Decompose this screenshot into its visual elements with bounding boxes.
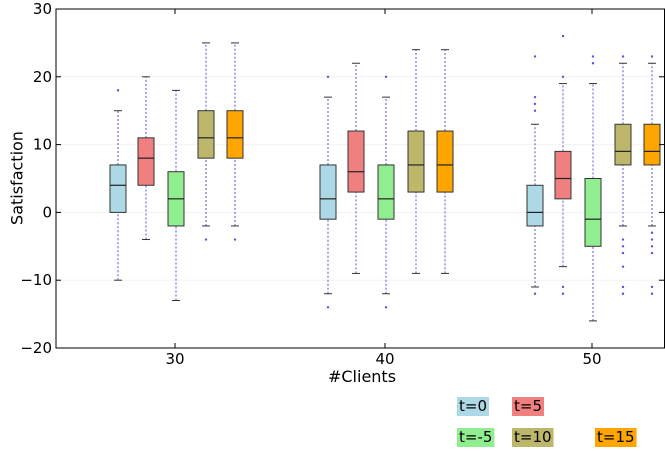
outlier-point xyxy=(533,95,537,99)
outlier-point xyxy=(561,34,565,38)
outlier-point xyxy=(561,292,565,295)
box-t=-5-30 xyxy=(167,89,185,302)
y-tick-label: 0 xyxy=(42,203,52,221)
box-body xyxy=(197,110,215,159)
outlier-point xyxy=(591,55,595,58)
y-tick-label: 20 xyxy=(33,68,52,86)
box-t=5-30 xyxy=(137,76,155,241)
legend-label: t=5 xyxy=(514,397,542,415)
outlier-point xyxy=(116,89,120,92)
legend-label: t=0 xyxy=(459,397,487,415)
outlier-point xyxy=(561,75,565,79)
box-body xyxy=(226,110,244,159)
box-t=15-30 xyxy=(226,42,244,241)
outlier-point xyxy=(621,55,625,58)
legend-item-t=15: t=15 xyxy=(595,428,637,447)
outlier-point xyxy=(204,238,208,241)
outlier-point xyxy=(650,245,654,248)
outlier-point xyxy=(533,55,537,58)
legend-item-t=5: t=5 xyxy=(512,397,544,416)
x-tick-label: 50 xyxy=(582,350,601,368)
box-body xyxy=(554,150,572,200)
outlier-point xyxy=(384,75,388,79)
legend-swatch xyxy=(457,428,495,447)
outlier-point xyxy=(650,55,654,58)
box-t=15-40 xyxy=(436,49,454,274)
box-t=-5-40 xyxy=(377,75,395,309)
box-t=10-50 xyxy=(614,55,632,295)
outlier-point xyxy=(621,245,625,248)
outlier-point xyxy=(233,238,237,241)
legend-swatch xyxy=(512,428,554,447)
box-body xyxy=(319,164,337,220)
box-t=15-50 xyxy=(643,55,661,295)
box-body xyxy=(137,137,155,186)
box-t=0-40 xyxy=(319,75,337,309)
outlier-point xyxy=(621,265,625,268)
legend-label: t=15 xyxy=(597,428,635,446)
y-tick-label: −20 xyxy=(20,339,52,357)
outlier-point xyxy=(533,109,537,112)
outlier-point xyxy=(591,62,595,65)
box-t=10-40 xyxy=(407,49,425,274)
outlier-point xyxy=(533,102,537,106)
box-body xyxy=(347,130,365,193)
legend-swatch xyxy=(595,428,637,447)
box-body xyxy=(407,130,425,193)
y-tick-label: 10 xyxy=(33,136,52,154)
outlier-point xyxy=(650,238,654,241)
y-tick-label: −10 xyxy=(20,271,52,289)
outlier-point xyxy=(650,285,654,289)
box-t=5-50 xyxy=(554,34,572,295)
plot-area xyxy=(56,34,665,322)
box-body xyxy=(526,184,544,227)
box-t=0-30 xyxy=(109,89,127,281)
axes: −20 −10 0 10 20 30 30 40 50 xyxy=(20,0,665,368)
y-axis-title: Satisfaction xyxy=(8,131,27,225)
legend-swatch xyxy=(512,397,544,416)
x-tick-label: 30 xyxy=(165,350,184,368)
outlier-point xyxy=(326,75,330,79)
legend-item-t=-5: t=-5 xyxy=(457,428,495,447)
box-body xyxy=(643,123,661,166)
box-t=10-30 xyxy=(197,42,215,241)
box-body xyxy=(436,130,454,193)
outlier-point xyxy=(650,251,654,255)
legend: t=0 t=5 t=-5 t=10 t=15 xyxy=(457,397,637,447)
outlier-point xyxy=(533,292,537,295)
outlier-point xyxy=(621,285,625,289)
outlier-point xyxy=(621,292,625,295)
box-t=-5-50 xyxy=(584,55,602,322)
box-t=5-40 xyxy=(347,62,365,274)
outlier-point xyxy=(621,238,625,241)
legend-label: t=-5 xyxy=(459,428,492,446)
outlier-point xyxy=(561,285,565,289)
outlier-point xyxy=(650,292,654,295)
x-axis-title: #Clients xyxy=(328,367,396,386)
legend-item-t=10: t=10 xyxy=(512,428,554,447)
x-tick-label: 40 xyxy=(375,350,394,368)
legend-label: t=10 xyxy=(514,428,552,446)
box-t=0-50 xyxy=(526,55,544,295)
box-body xyxy=(109,164,127,213)
box-body xyxy=(377,164,395,220)
outlier-point xyxy=(650,231,654,234)
y-tick-label: 30 xyxy=(33,0,52,18)
outlier-point xyxy=(326,306,330,309)
box-body xyxy=(584,178,602,247)
box-body xyxy=(614,123,632,166)
legend-swatch xyxy=(457,397,489,416)
legend-item-t=0: t=0 xyxy=(457,397,489,416)
outlier-point xyxy=(621,251,625,255)
outlier-point xyxy=(384,306,388,309)
